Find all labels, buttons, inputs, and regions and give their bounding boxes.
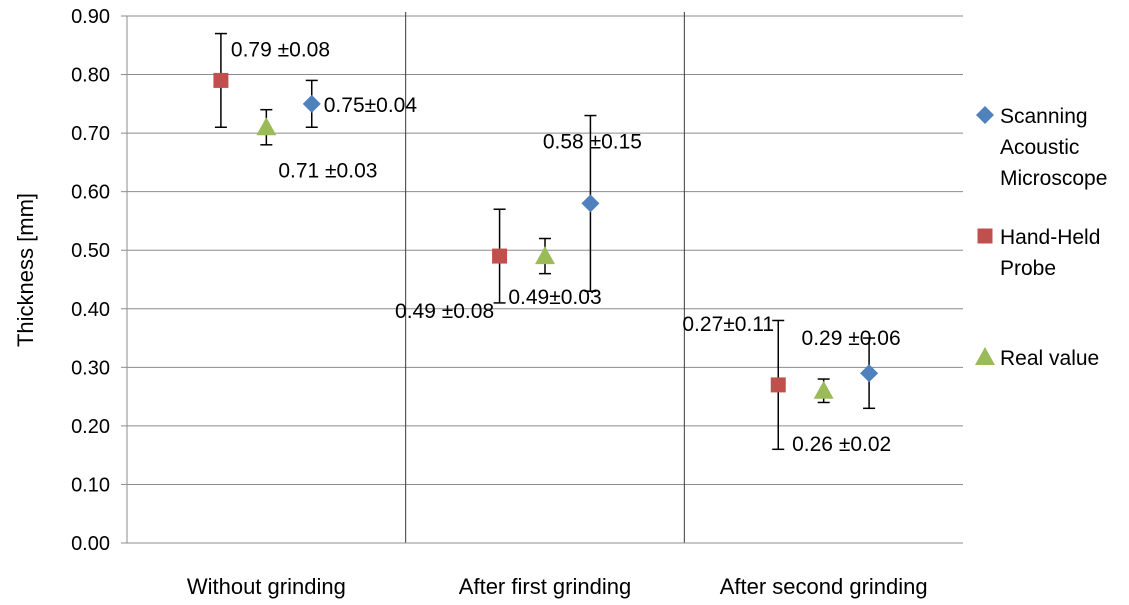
y-tick-label: 0.00 xyxy=(71,533,110,555)
triangle-point xyxy=(535,246,555,265)
data-label: 0.49 ±0.08 xyxy=(395,300,494,323)
legend-entry-label: Probe xyxy=(1000,257,1056,280)
legend-entry-label: Real value xyxy=(1000,347,1099,370)
y-tick-label: 0.30 xyxy=(71,357,110,379)
category-dividers xyxy=(405,12,685,543)
diamond-point xyxy=(581,194,600,213)
x-category-label: After first grinding xyxy=(459,574,631,599)
x-category-label: Without grinding xyxy=(187,574,346,599)
data-label: 0.29 ±0.06 xyxy=(802,327,901,350)
axes xyxy=(126,16,963,544)
data-label: 0.79 ±0.08 xyxy=(231,38,330,61)
data-label: 0.26 ±0.02 xyxy=(792,433,891,456)
square-point xyxy=(770,377,786,393)
y-tick-label: 0.90 xyxy=(71,6,110,28)
data-label: 0.71 ±0.03 xyxy=(278,159,377,182)
data-label: 0.58 ±0.15 xyxy=(543,130,642,153)
y-tick-label: 0.60 xyxy=(71,182,110,204)
y-tick-label: 0.40 xyxy=(71,299,110,321)
legend-entry-label: Microscope xyxy=(1000,167,1107,190)
square-point xyxy=(213,72,229,88)
data-label: 0.27±0.11 xyxy=(682,313,774,336)
square-point xyxy=(492,248,508,264)
y-tick-label: 0.20 xyxy=(71,416,110,438)
x-category-label: After second grinding xyxy=(720,574,928,599)
triangle-point xyxy=(813,380,834,399)
data-points xyxy=(213,72,879,399)
legend-square-marker xyxy=(977,228,993,244)
legend-diamond-marker xyxy=(976,106,994,124)
legend-entry-label: Acoustic xyxy=(1000,136,1079,159)
y-tick-label: 0.80 xyxy=(71,65,110,87)
y-tick-labels: 0.00 0.10 0.20 0.30 0.40 0.50 0.60 0.70 0.80 0.90 xyxy=(71,6,110,555)
data-label: 0.75±0.04 xyxy=(324,94,418,117)
y-tick-label: 0.10 xyxy=(71,474,110,496)
x-category-labels: Without grinding After first grinding Afte… xyxy=(187,574,928,599)
legend: Scanning Acoustic Microscope Hand-Held Probe… xyxy=(975,105,1107,370)
y-axis-label: Thickness [mm] xyxy=(13,193,38,347)
y-tick-label: 0.70 xyxy=(71,123,110,145)
legend-triangle-marker xyxy=(975,347,995,365)
data-labels: 0.75±0.04 0.58 ±0.15 0.29 ±0.06 0.79 ±0.08 0… xyxy=(231,38,901,455)
y-tick-label: 0.50 xyxy=(71,240,110,262)
diamond-point xyxy=(860,364,879,383)
data-label: 0.49±0.03 xyxy=(508,286,601,309)
legend-entry-label: Hand-Held xyxy=(1000,226,1100,249)
triangle-point xyxy=(256,117,277,136)
diamond-point xyxy=(302,94,321,113)
legend-entry-label: Scanning xyxy=(1000,105,1088,128)
grid-lines xyxy=(121,15,963,544)
